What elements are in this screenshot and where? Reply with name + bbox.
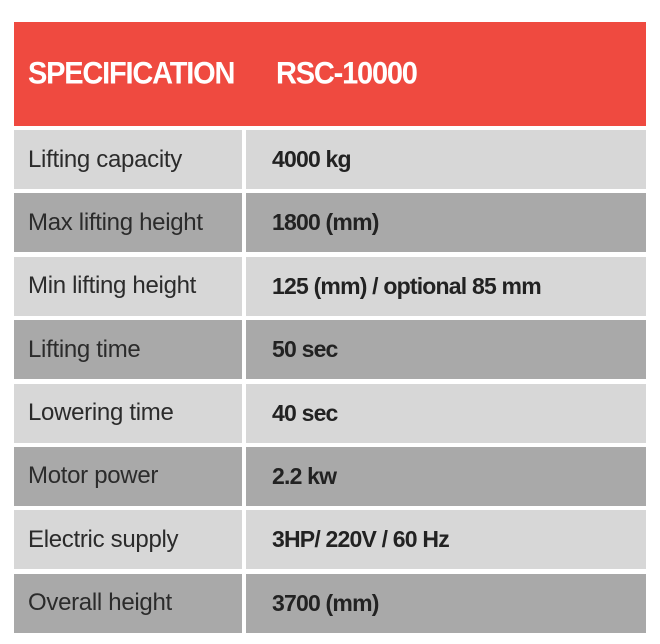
specification-table: SPECIFICATION RSC-10000 Lifting capacity… <box>14 22 646 637</box>
header-spec-label: SPECIFICATION <box>28 56 235 91</box>
table-row: Electric supply 3HP/ 220V / 60 Hz <box>14 510 646 570</box>
row-label: Min lifting height <box>14 256 242 316</box>
row-value: 50 sec <box>246 320 646 380</box>
table-row: Max lifting height 1800 (mm) <box>14 193 646 253</box>
row-label: Max lifting height <box>14 193 242 253</box>
row-value: 2.2 kw <box>246 446 646 506</box>
row-value: 3HP/ 220V / 60 Hz <box>246 510 646 570</box>
table-row: Min lifting height 125 (mm) / optional 8… <box>14 256 646 316</box>
table-header: SPECIFICATION RSC-10000 <box>14 22 646 126</box>
row-label: Lowering time <box>14 383 242 443</box>
table-row: Overall height 3700 (mm) <box>14 573 646 633</box>
row-label: Lifting capacity <box>14 130 242 189</box>
row-value: 1800 (mm) <box>246 193 646 253</box>
row-label: Lifting time <box>14 320 242 380</box>
row-label: Motor power <box>14 446 242 506</box>
table-row: Lifting time 50 sec <box>14 320 646 380</box>
table-row: Motor power 2.2 kw <box>14 446 646 506</box>
row-value: 40 sec <box>246 383 646 443</box>
header-model: RSC-10000 <box>276 56 418 91</box>
row-label: Overall height <box>14 573 242 633</box>
row-label: Electric supply <box>14 510 242 570</box>
row-value: 4000 kg <box>246 130 646 189</box>
table-row: Lifting capacity 4000 kg <box>14 130 646 189</box>
row-value: 3700 (mm) <box>246 573 646 633</box>
table-row: Lowering time 40 sec <box>14 383 646 443</box>
row-value: 125 (mm) / optional 85 mm <box>246 256 646 316</box>
